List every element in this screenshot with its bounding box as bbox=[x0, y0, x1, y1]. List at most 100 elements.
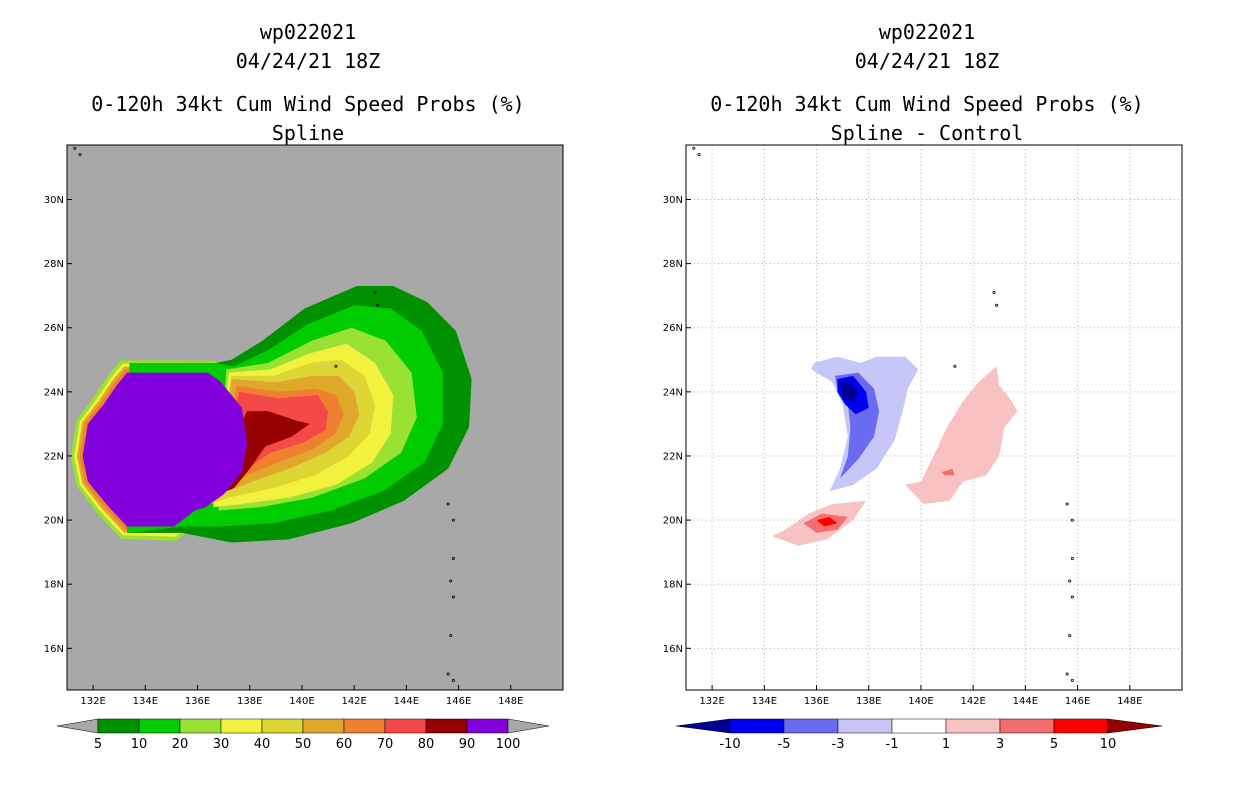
island-mark bbox=[373, 290, 377, 294]
contour--10 bbox=[840, 382, 859, 402]
colorbar-label: -3 bbox=[832, 737, 845, 752]
x-tick-label: 146E bbox=[446, 696, 471, 707]
colorbar-segment bbox=[891, 718, 947, 734]
colorbar-segment bbox=[425, 718, 468, 734]
right-datetime: 04/24/21 18Z bbox=[854, 49, 1000, 73]
island-mark bbox=[1070, 595, 1074, 599]
colorbar-label: 30 bbox=[213, 737, 230, 752]
x-tick-label: 136E bbox=[185, 696, 210, 707]
plot-background-1 bbox=[686, 145, 1182, 690]
x-tick-label: 134E bbox=[133, 696, 158, 707]
plot-frame-0 bbox=[66, 144, 564, 691]
colorbar-segment bbox=[302, 718, 345, 734]
x-tick-label: 138E bbox=[856, 696, 881, 707]
colorbar-arrow-left bbox=[675, 718, 731, 734]
colorbar-segment bbox=[220, 718, 263, 734]
colorbar-label: 80 bbox=[418, 737, 435, 752]
colorbar-label: -1 bbox=[886, 737, 899, 752]
colorbar-label: 5 bbox=[94, 737, 102, 752]
colorbar-segment bbox=[945, 718, 1001, 734]
colorbar-label: 60 bbox=[336, 737, 353, 752]
left-title: 0-120h 34kt Cum Wind Speed Probs (%) bbox=[91, 92, 525, 116]
colorbar-label: 50 bbox=[295, 737, 312, 752]
island-mark bbox=[1068, 579, 1072, 583]
colorbar-segment bbox=[999, 718, 1055, 734]
x-tick-label: 142E bbox=[960, 696, 985, 707]
island-mark bbox=[1068, 634, 1072, 638]
colorbar-label: 20 bbox=[172, 737, 189, 752]
y-tick-label: 18N bbox=[663, 580, 683, 591]
x-tick-label: 134E bbox=[752, 696, 777, 707]
x-tick-label: 140E bbox=[908, 696, 933, 707]
plot-area-0 bbox=[70, 146, 472, 682]
left-subtitle: Spline bbox=[271, 121, 345, 145]
colorbar-label: 90 bbox=[459, 737, 476, 752]
colorbar-segment bbox=[837, 718, 893, 734]
y-tick-label: 28N bbox=[44, 259, 64, 270]
y-tick-label: 26N bbox=[663, 323, 683, 334]
island-mark bbox=[692, 146, 696, 150]
island-mark bbox=[1065, 502, 1069, 506]
island-mark bbox=[992, 290, 996, 294]
colorbar-label: 1 bbox=[942, 737, 950, 752]
right-storm-id: wp022021 bbox=[878, 20, 976, 44]
y-tick-label: 18N bbox=[44, 580, 64, 591]
colorbar-segment bbox=[1053, 718, 1109, 734]
colorbar-label: -10 bbox=[719, 737, 740, 752]
right-title: 0-120h 34kt Cum Wind Speed Probs (%) bbox=[710, 92, 1144, 116]
y-tick-label: 20N bbox=[663, 516, 683, 527]
x-tick-label: 148E bbox=[498, 696, 523, 707]
colorbar-label: 40 bbox=[254, 737, 271, 752]
y-tick-label: 16N bbox=[44, 644, 64, 655]
colorbar-segment bbox=[729, 718, 785, 734]
island-mark bbox=[73, 146, 77, 150]
contour-1 bbox=[905, 366, 1018, 505]
colorbar-arrow-right bbox=[1107, 718, 1163, 734]
island-mark bbox=[446, 502, 450, 506]
y-tick-label: 30N bbox=[44, 195, 64, 206]
island-mark bbox=[376, 303, 380, 307]
y-tick-label: 24N bbox=[663, 387, 683, 398]
x-tick-label: 138E bbox=[237, 696, 262, 707]
x-tick-label: 142E bbox=[341, 696, 366, 707]
island-mark bbox=[1070, 678, 1074, 682]
x-tick-label: 140E bbox=[289, 696, 314, 707]
island-mark bbox=[451, 557, 455, 561]
plot-area-1 bbox=[686, 145, 1182, 690]
x-tick-label: 132E bbox=[80, 696, 105, 707]
colorbar-segment bbox=[783, 718, 839, 734]
island-mark bbox=[449, 579, 453, 583]
colorbar-segment bbox=[179, 718, 222, 734]
right-subtitle: Spline - Control bbox=[830, 121, 1024, 145]
contour-90 bbox=[82, 372, 248, 527]
colorbar-label: 70 bbox=[377, 737, 394, 752]
colorbar-label: 100 bbox=[496, 737, 521, 752]
island-mark bbox=[449, 634, 453, 638]
colorbar-segment bbox=[466, 718, 509, 734]
y-tick-label: 16N bbox=[663, 644, 683, 655]
colorbar-arrow-right bbox=[507, 718, 550, 734]
colorbar-segment bbox=[97, 718, 140, 734]
panel-1: 132E 134E 136E 138E 140E 142E 144E 146E 148E 16N 1… bbox=[663, 144, 1183, 752]
left-datetime: 04/24/21 18Z bbox=[235, 49, 381, 73]
contour-5 bbox=[816, 516, 838, 527]
y-tick-label: 22N bbox=[663, 451, 683, 462]
x-tick-label: 148E bbox=[1117, 696, 1142, 707]
island-mark bbox=[953, 364, 957, 368]
island-mark bbox=[1070, 557, 1074, 561]
island-mark bbox=[451, 678, 455, 682]
x-tick-label: 132E bbox=[699, 696, 724, 707]
colorbar-label: -5 bbox=[778, 737, 791, 752]
panel-0: 132E 134E 136E 138E 140E 142E 144E 146E 148E 16N 1… bbox=[44, 144, 564, 752]
plot-frame-1 bbox=[685, 144, 1183, 691]
y-tick-label: 26N bbox=[44, 323, 64, 334]
island-mark bbox=[334, 364, 338, 368]
colorbar-segment bbox=[261, 718, 304, 734]
x-tick-label: 136E bbox=[804, 696, 829, 707]
island-mark bbox=[1065, 672, 1069, 676]
colorbar-label: 10 bbox=[1100, 737, 1117, 752]
colorbar-arrow-left bbox=[56, 718, 99, 734]
island-mark bbox=[451, 518, 455, 522]
y-tick-label: 20N bbox=[44, 516, 64, 527]
